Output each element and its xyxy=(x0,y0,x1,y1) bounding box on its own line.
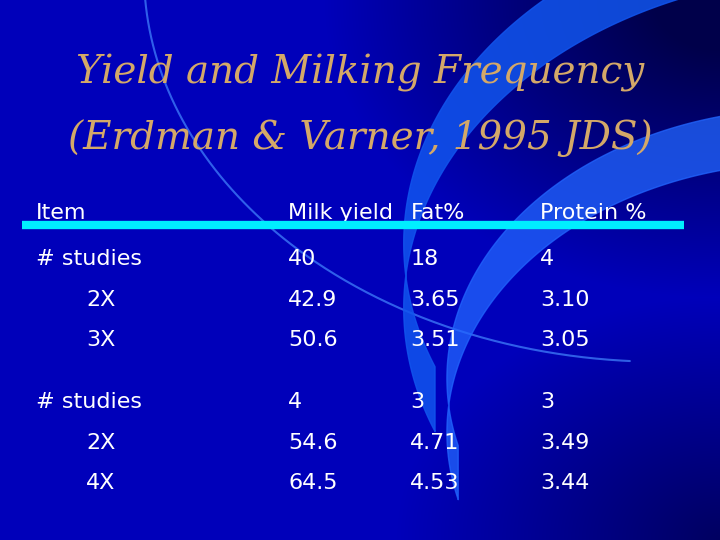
Text: 3.49: 3.49 xyxy=(540,433,590,453)
Text: Fat%: Fat% xyxy=(410,203,465,224)
Text: 4: 4 xyxy=(540,249,554,269)
Text: 50.6: 50.6 xyxy=(288,330,338,350)
Text: 2X: 2X xyxy=(86,289,116,310)
Text: # studies: # studies xyxy=(36,392,142,413)
Text: 4.53: 4.53 xyxy=(410,473,460,494)
Text: 54.6: 54.6 xyxy=(288,433,338,453)
Text: 3: 3 xyxy=(540,392,554,413)
Text: 3.10: 3.10 xyxy=(540,289,590,310)
Text: Milk yield: Milk yield xyxy=(288,203,393,224)
Text: 3.51: 3.51 xyxy=(410,330,460,350)
Text: # studies: # studies xyxy=(36,249,142,269)
Text: 2X: 2X xyxy=(86,433,116,453)
Text: 4.71: 4.71 xyxy=(410,433,460,453)
Text: 40: 40 xyxy=(288,249,316,269)
Text: 3.44: 3.44 xyxy=(540,473,590,494)
Text: 3.65: 3.65 xyxy=(410,289,460,310)
Text: Yield and Milking Frequency: Yield and Milking Frequency xyxy=(76,54,644,92)
Text: Protein %: Protein % xyxy=(540,203,647,224)
Text: 4X: 4X xyxy=(86,473,116,494)
Text: 3X: 3X xyxy=(86,330,116,350)
Text: 64.5: 64.5 xyxy=(288,473,338,494)
Text: 3.05: 3.05 xyxy=(540,330,590,350)
Text: (Erdman & Varner, 1995 JDS): (Erdman & Varner, 1995 JDS) xyxy=(68,119,652,157)
Text: 18: 18 xyxy=(410,249,438,269)
Text: Item: Item xyxy=(36,203,86,224)
Text: 42.9: 42.9 xyxy=(288,289,338,310)
Text: 3: 3 xyxy=(410,392,425,413)
Text: 4: 4 xyxy=(288,392,302,413)
